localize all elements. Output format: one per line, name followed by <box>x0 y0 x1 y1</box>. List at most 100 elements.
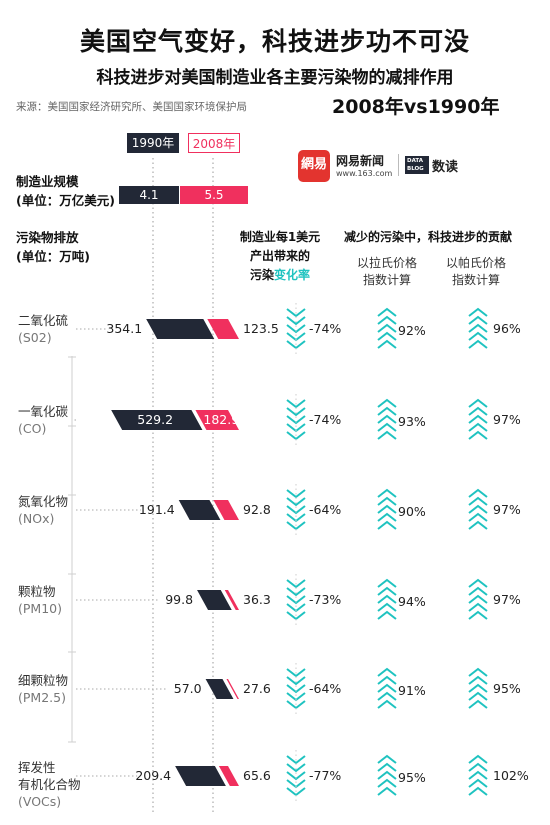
up-chevron-icon <box>377 512 397 522</box>
up-chevron-icon <box>377 504 397 514</box>
up-chevron-icon <box>468 331 488 341</box>
value-2008: 65.6 <box>243 768 271 783</box>
source-note: 来源：美国国家经济研究所、美国国家环境保护局 <box>16 101 247 113</box>
down-chevron-icon <box>286 587 306 597</box>
value-1990: 209.4 <box>135 768 172 783</box>
up-chevron-icon <box>468 770 488 780</box>
up-chevron-icon <box>468 683 488 693</box>
up-chevron-icon <box>468 512 488 522</box>
value-2008: 182.9 <box>203 412 240 427</box>
bar-1990 <box>178 500 221 520</box>
laspeyres-header-line2: 指数计算 <box>362 273 411 287</box>
pollutant-code: (NOx) <box>18 511 55 526</box>
laspeyres-contribution: 94% <box>398 594 426 609</box>
netease-logo-icon: 網易 <box>298 150 330 182</box>
value-2008: 36.3 <box>243 592 271 607</box>
rate-header: 制造业每1美元 产出带来的 污染变化率 <box>220 228 340 285</box>
laspeyres-contribution: 95% <box>398 770 426 785</box>
up-chevron-icon <box>377 496 397 506</box>
up-chevron-icon <box>377 331 397 341</box>
down-chevron-icon <box>286 407 306 417</box>
down-chevron-icon <box>286 497 306 507</box>
rate-change: -74% <box>309 412 342 427</box>
brand-divider <box>398 154 399 176</box>
paasche-header-line2: 指数计算 <box>451 273 500 287</box>
bar-2008 <box>195 410 239 430</box>
down-chevron-icon <box>286 755 306 765</box>
bar-1990 <box>146 319 215 339</box>
up-chevron-icon <box>468 315 488 325</box>
up-chevron-icon <box>377 578 397 588</box>
value-2008: 123.5 <box>243 321 279 336</box>
up-chevron-icon <box>377 762 397 772</box>
up-chevron-icon <box>377 339 397 349</box>
up-chevron-icon <box>468 414 488 424</box>
up-chevron-icon <box>468 594 488 604</box>
scale-label-line1: 制造业规模 <box>16 174 79 189</box>
up-chevron-icon <box>468 422 488 432</box>
scale-2008-bar: 5.5 <box>180 186 248 204</box>
rate-header-line2: 产出带来的 <box>249 249 310 263</box>
up-chevron-icon <box>468 699 488 709</box>
up-chevron-icon <box>377 398 397 408</box>
up-chevron-icon <box>377 594 397 604</box>
up-chevron-icon <box>468 754 488 764</box>
up-chevron-icon <box>468 762 488 772</box>
paasche-contribution: 97% <box>493 592 521 607</box>
up-chevron-icon <box>377 520 397 530</box>
laspeyres-header: 以拉氏价格 指数计算 <box>342 255 432 289</box>
value-2008: 92.8 <box>243 502 271 517</box>
year-comparison: 2008年vs1990年 <box>332 96 500 118</box>
up-chevron-icon <box>377 683 397 693</box>
up-chevron-icon <box>468 675 488 685</box>
contribution-header: 减少的污染中，科技进步的贡献 <box>344 230 513 244</box>
up-chevron-icon <box>468 610 488 620</box>
down-chevron-icon <box>286 399 306 409</box>
down-chevron-icon <box>286 676 306 686</box>
pollutant-code: (PM2.5) <box>18 690 66 705</box>
paasche-contribution: 97% <box>493 412 521 427</box>
bar-2008 <box>224 590 239 610</box>
value-1990: 191.4 <box>138 502 175 517</box>
rate-change: -64% <box>309 681 342 696</box>
paasche-contribution: 96% <box>493 321 521 336</box>
down-chevron-icon <box>286 308 306 318</box>
legend-2008: 2008年 <box>188 133 240 153</box>
pollutant-name: 挥发性 有机化合物 <box>18 760 81 792</box>
scale-label-line2: (单位：万亿美元) <box>16 193 115 208</box>
rate-change: -74% <box>309 321 342 336</box>
down-chevron-icon <box>286 779 306 789</box>
rate-header-line1: 制造业每1美元 <box>239 230 321 244</box>
up-chevron-icon <box>377 307 397 317</box>
legend-1990: 1990年 <box>127 133 179 153</box>
pollutant-name: 一氧化碳 <box>18 404 69 419</box>
up-chevron-icon <box>377 610 397 620</box>
down-chevron-icon <box>286 579 306 589</box>
pollutant-code: (VOCs) <box>18 794 62 809</box>
up-chevron-icon <box>377 422 397 432</box>
paasche-contribution: 97% <box>493 502 521 517</box>
up-chevron-icon <box>377 406 397 416</box>
down-chevron-icon <box>286 415 306 425</box>
bar-1990 <box>197 590 232 610</box>
scale-1990-bar: 4.1 <box>119 186 179 204</box>
paasche-header: 以帕氏价格 指数计算 <box>431 255 521 289</box>
down-chevron-icon <box>286 332 306 342</box>
value-1990: 354.1 <box>106 321 143 336</box>
paasche-contribution: 95% <box>493 681 521 696</box>
rate-header-line3: 污染变化率 <box>220 266 340 285</box>
laspeyres-contribution: 90% <box>398 504 426 519</box>
up-chevron-icon <box>377 786 397 796</box>
rate-change: -77% <box>309 768 342 783</box>
bar-2008 <box>207 319 239 339</box>
datablog-icon: DATA BLOG <box>405 156 429 174</box>
laspeyres-contribution: 91% <box>398 683 426 698</box>
down-chevron-icon <box>286 603 306 613</box>
up-chevron-icon <box>468 691 488 701</box>
down-chevron-icon <box>286 324 306 334</box>
pollutant-name: 细颗粒物 <box>18 673 69 688</box>
down-chevron-icon <box>286 771 306 781</box>
down-chevron-icon <box>286 423 306 433</box>
down-chevron-icon <box>286 668 306 678</box>
